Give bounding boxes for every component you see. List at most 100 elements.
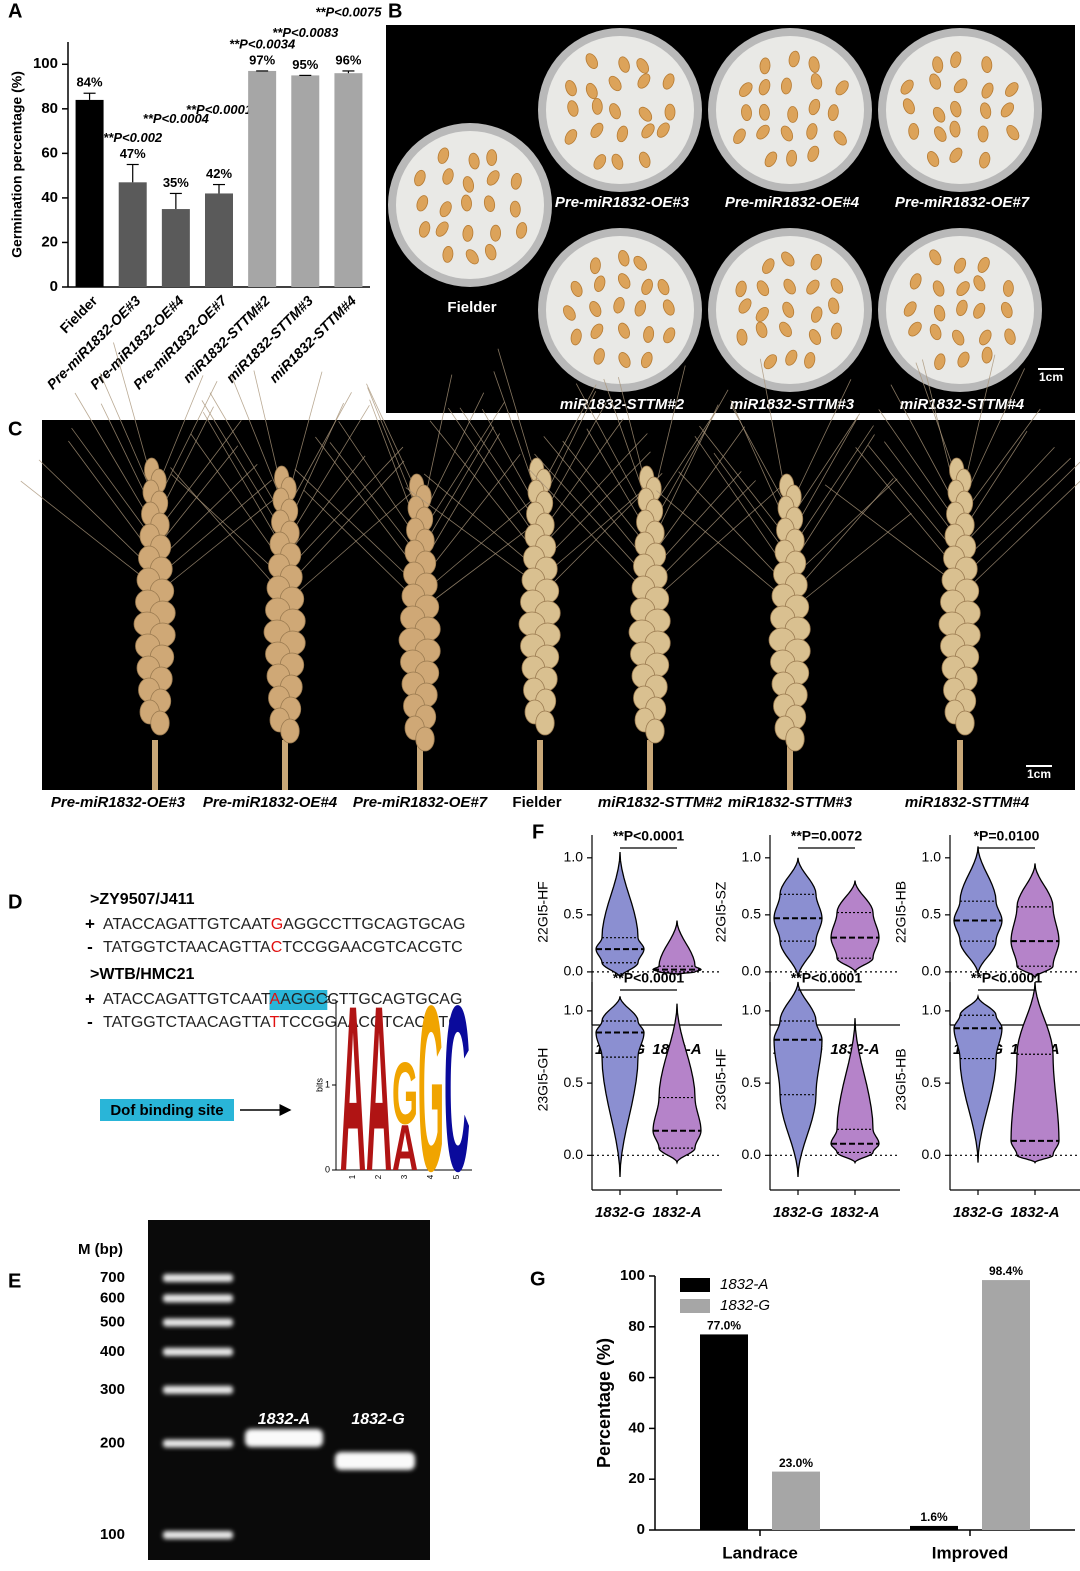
awn xyxy=(878,409,955,519)
awn xyxy=(425,426,494,543)
value-label: 97% xyxy=(249,52,275,67)
awn xyxy=(303,489,415,599)
logo-letter: C xyxy=(444,958,470,1221)
awn xyxy=(71,427,150,535)
annotation: **P<0.0001 xyxy=(186,102,252,117)
seed xyxy=(950,100,962,118)
awn xyxy=(795,434,875,559)
dof-label: Dof binding site xyxy=(110,1102,223,1119)
seed xyxy=(509,200,521,218)
seed xyxy=(977,125,989,143)
seed xyxy=(437,147,450,164)
ladder-label: 600 xyxy=(100,1289,125,1306)
photo-label: Pre-miR1832-OE#7 xyxy=(353,794,488,811)
awn xyxy=(534,453,645,575)
seed xyxy=(564,129,578,145)
seed xyxy=(618,322,630,339)
sequence: TATGGTCTAACAGTTATTCCGGAACGTCACGTC xyxy=(103,1014,460,1031)
x-tick-label: 1832-A xyxy=(1010,1204,1059,1221)
seed xyxy=(980,102,992,119)
seed xyxy=(641,123,655,139)
awn xyxy=(617,377,645,479)
y-tick-label: 0.5 xyxy=(564,1074,584,1090)
photo-label: miR1832-STTM#4 xyxy=(900,396,1025,413)
x-tick-label: Improved xyxy=(932,1543,1009,1562)
seed xyxy=(981,82,994,99)
awn xyxy=(965,480,1080,591)
sequence-part: TATGGTCTAACAGTTA xyxy=(103,939,271,956)
ladder-band xyxy=(163,1274,233,1282)
legend-swatch xyxy=(680,1278,710,1292)
legend-label: 1832-G xyxy=(720,1297,770,1314)
logo-x-tick-label: 3 xyxy=(400,1174,409,1179)
scale-label: 1cm xyxy=(1027,767,1051,781)
seed xyxy=(439,201,452,218)
awn xyxy=(965,461,1080,575)
x-tick-label: Landrace xyxy=(722,1543,798,1562)
awn xyxy=(425,374,453,495)
y-tick-label: 20 xyxy=(628,1470,645,1487)
awn xyxy=(290,460,405,583)
awn xyxy=(160,445,239,543)
sequence-part: ATACCAGATTGTCAAT xyxy=(103,916,271,933)
awn xyxy=(100,403,150,503)
y-tick-label: 0.0 xyxy=(564,963,584,979)
seed xyxy=(828,297,840,315)
awn xyxy=(562,440,645,543)
lane-label: 1832-G xyxy=(351,1411,404,1428)
seed xyxy=(468,152,480,170)
violin xyxy=(830,880,880,974)
logo-letter: A xyxy=(340,958,366,1221)
seed xyxy=(565,79,577,97)
awn xyxy=(290,371,323,487)
seed xyxy=(758,103,770,121)
awn xyxy=(429,420,535,551)
value-label: 84% xyxy=(77,75,103,90)
y-tick-label: 40 xyxy=(628,1419,645,1436)
seed xyxy=(953,78,968,94)
seed xyxy=(638,151,651,168)
awn xyxy=(730,399,785,519)
seed xyxy=(788,50,800,68)
seed xyxy=(810,306,823,323)
seed xyxy=(591,98,603,115)
awn xyxy=(338,421,415,535)
seed xyxy=(908,123,920,140)
seed xyxy=(781,251,795,267)
awn xyxy=(545,418,624,527)
photo-label: Pre-miR1832-OE#4 xyxy=(725,194,860,211)
y-axis-label: 23GI5-GH xyxy=(535,1048,551,1112)
awn xyxy=(655,426,746,551)
scale-label: 1cm xyxy=(1039,370,1063,384)
bar xyxy=(118,182,147,287)
bar xyxy=(161,209,190,287)
awn xyxy=(369,399,415,519)
seed xyxy=(1006,125,1020,141)
bar xyxy=(772,1471,820,1530)
seed xyxy=(932,56,944,74)
seed xyxy=(657,279,670,296)
spikelet xyxy=(415,726,435,752)
seed xyxy=(609,103,621,120)
awn xyxy=(294,468,415,583)
seed xyxy=(833,130,847,146)
awn xyxy=(965,430,1028,527)
seed xyxy=(656,122,670,138)
awn xyxy=(405,487,535,583)
value-label: 96% xyxy=(335,52,361,67)
y-tick-label: 1.0 xyxy=(742,849,762,865)
awn xyxy=(655,411,717,503)
seed xyxy=(638,106,653,122)
x-tick-label: 1832-A xyxy=(830,1204,879,1221)
seed xyxy=(589,301,602,317)
seed xyxy=(779,321,792,338)
logo-x-tick-label: 5 xyxy=(452,1174,461,1179)
y-tick-label: 0.5 xyxy=(922,906,942,922)
seed xyxy=(981,56,993,73)
seed xyxy=(738,298,752,314)
awn xyxy=(160,380,218,495)
y-axis-label: 22GI5-HB xyxy=(893,881,909,943)
awn xyxy=(543,436,645,559)
photo-label: miR1832-STTM#4 xyxy=(905,794,1030,811)
